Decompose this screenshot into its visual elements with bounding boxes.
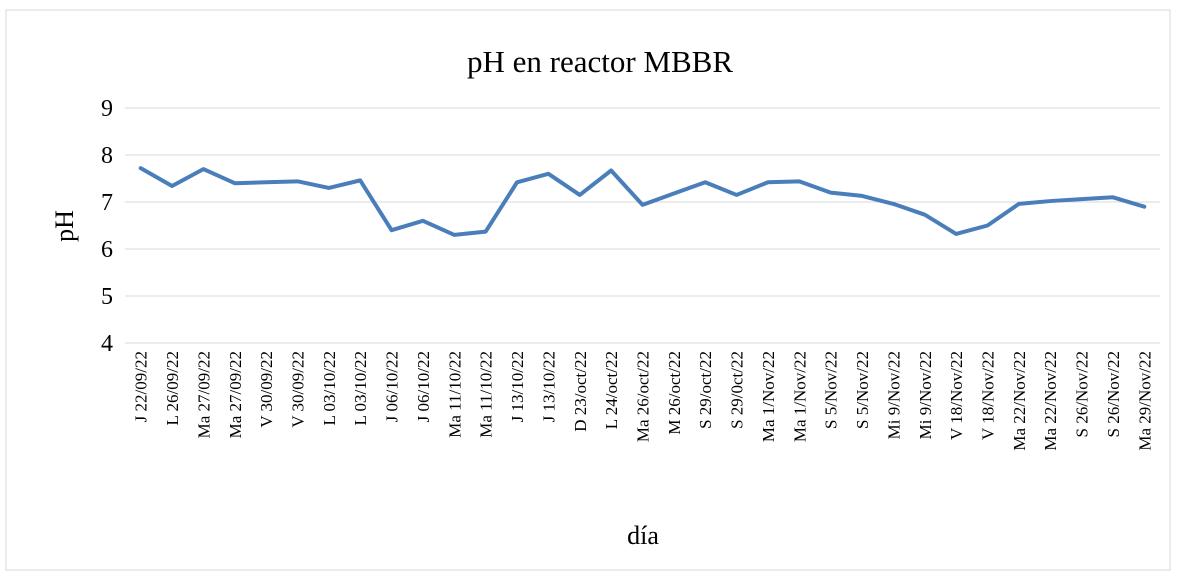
- chart-border: [5, 9, 1171, 571]
- x-tick-label: Ma 27/09/22: [194, 351, 213, 438]
- x-tick-label: D 23/oct/22: [571, 351, 590, 432]
- x-tick-label: J 06/10/22: [414, 351, 433, 422]
- x-tick-label: Ma 29/Nov/22: [1135, 351, 1154, 451]
- x-tick-label: Ma 11/10/22: [477, 351, 496, 438]
- data-line: [138, 166, 1147, 237]
- x-tick-label: V 30/09/22: [289, 351, 308, 428]
- x-tick-label: J 06/10/22: [383, 351, 402, 422]
- x-tick-label: Ma 11/10/22: [445, 351, 464, 438]
- x-tick-label: Ma 22/Nov/22: [1010, 351, 1029, 451]
- x-tick-label: Mi 9/Nov/22: [916, 351, 935, 439]
- x-axis-label: día: [627, 521, 659, 550]
- x-tick-label: L 24/oct/22: [602, 351, 621, 429]
- chart-title: pH en reactor MBBR: [467, 44, 733, 79]
- x-tick-label: M 26/oct/22: [665, 351, 684, 435]
- x-tick-label: J 22/09/22: [132, 351, 151, 422]
- x-tick-label: S 29/oct/22: [696, 351, 715, 429]
- x-tick-label: S 26/Nov/22: [1073, 351, 1092, 437]
- x-tick-label: V 30/09/22: [257, 351, 276, 428]
- x-tick-label: J 13/10/22: [508, 351, 527, 422]
- x-tick-label: S 5/Nov/22: [822, 351, 841, 429]
- x-tick-label: V 18/Nov/22: [947, 351, 966, 440]
- x-tick-label: S 29/0ct/22: [728, 351, 747, 429]
- y-tick-label: 6: [101, 237, 113, 263]
- x-tick-label: S 5/Nov/22: [853, 351, 872, 429]
- y-tick-label: 8: [101, 143, 113, 169]
- x-tick-label: J 13/10/22: [539, 351, 558, 422]
- x-tick-label: L 03/10/22: [320, 351, 339, 425]
- y-tick-label: 4: [101, 331, 113, 357]
- x-tick-label: Ma 22/Nov/22: [1041, 351, 1060, 451]
- y-tick-label: 9: [101, 96, 113, 122]
- x-tick-label: Ma 26/oct/22: [634, 351, 653, 442]
- y-tick-label: 7: [101, 190, 113, 216]
- x-tick-label: Ma 27/09/22: [226, 351, 245, 438]
- x-tick-label: L 03/10/22: [351, 351, 370, 425]
- y-axis-label: pH: [50, 210, 79, 242]
- y-tick-label: 5: [101, 284, 113, 310]
- x-tick-label: Ma 1/Nov/22: [759, 351, 778, 442]
- x-tick-label: V 18/Nov/22: [979, 351, 998, 440]
- x-tick-label: Ma 1/Nov/22: [790, 351, 809, 442]
- x-tick-label: S 26/Nov/22: [1104, 351, 1123, 437]
- x-tick-label: L 26/09/22: [163, 351, 182, 425]
- x-tick-label: Mi 9/Nov/22: [884, 351, 903, 439]
